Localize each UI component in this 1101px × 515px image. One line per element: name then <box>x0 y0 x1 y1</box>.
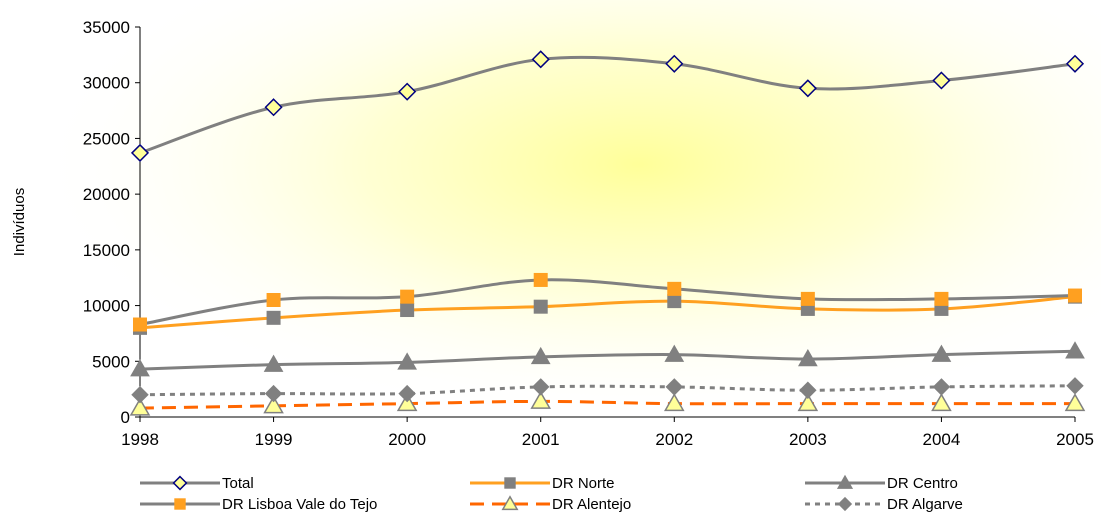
series-line <box>139 55 1076 155</box>
data-point <box>1064 393 1086 412</box>
y-tick-label: 0 <box>121 408 130 427</box>
data-point <box>667 294 682 309</box>
legend-marker <box>837 496 853 512</box>
data-point <box>129 397 151 416</box>
data-point <box>798 79 817 98</box>
legend-item: DR Lisboa Vale do Tejo <box>140 496 377 513</box>
series-line <box>139 278 1076 326</box>
data-point <box>1065 54 1085 73</box>
data-point <box>663 393 685 412</box>
data-point <box>1065 341 1085 359</box>
y-tick-label: 15000 <box>83 241 130 260</box>
data-point <box>797 393 819 412</box>
legend-item: DR Algarve <box>805 496 963 513</box>
data-point <box>667 281 682 296</box>
axes: 0 5000 10000 15000 20000 25000 30000 35000 1998 1… <box>83 18 1094 449</box>
legend-item: DR Alentejo <box>470 495 631 513</box>
data-point <box>931 344 952 362</box>
legend-item: DR Norte <box>470 475 615 492</box>
data-point <box>400 303 415 318</box>
data-point <box>665 54 684 73</box>
y-axis-title: Indivíduos <box>11 188 28 256</box>
series-5 <box>131 377 1084 404</box>
series-line <box>139 295 1076 330</box>
data-point <box>397 352 418 370</box>
legend-label: DR Alentejo <box>552 496 631 513</box>
x-tick-label: 2002 <box>655 430 693 449</box>
data-point <box>932 71 951 90</box>
x-tick-label: 2000 <box>388 430 426 449</box>
x-tick-label: 1999 <box>255 430 293 449</box>
y-tick-label: 35000 <box>83 18 130 37</box>
legend-marker <box>174 498 186 510</box>
data-point <box>264 384 283 403</box>
series-layer <box>129 50 1086 416</box>
x-tick-label: 1998 <box>121 430 159 449</box>
data-point <box>398 82 417 101</box>
data-point <box>133 317 147 332</box>
x-tick-label: 2004 <box>923 430 961 449</box>
legend-label: DR Centro <box>887 475 958 492</box>
data-point <box>931 393 952 412</box>
legend-label: Total <box>222 475 254 492</box>
legend-marker <box>836 474 854 489</box>
data-point <box>533 272 548 287</box>
legend: Total DR Norte DR Centro DR Lisboa Vale do … <box>140 474 963 513</box>
series-line <box>139 349 1076 371</box>
data-point <box>266 310 281 325</box>
data-point <box>1066 377 1084 395</box>
data-point <box>799 381 817 399</box>
legend-item: Total <box>140 475 254 492</box>
data-point <box>264 98 283 117</box>
series-0 <box>130 50 1085 162</box>
y-tick-label: 5000 <box>92 352 130 371</box>
data-point <box>131 386 149 404</box>
legend-item: DR Centro <box>805 474 958 492</box>
y-tick-label: 30000 <box>83 74 130 93</box>
legend-marker <box>172 475 188 491</box>
series-4 <box>129 390 1086 416</box>
data-point <box>664 344 685 362</box>
legend-marker <box>501 495 519 511</box>
data-point <box>934 291 949 306</box>
data-point <box>800 291 815 306</box>
data-point <box>665 378 683 396</box>
data-point <box>130 359 150 377</box>
y-tick-label: 20000 <box>83 185 130 204</box>
data-point <box>400 289 415 304</box>
data-point <box>532 378 550 396</box>
data-point <box>266 293 281 307</box>
data-point <box>263 354 284 372</box>
y-tick-label: 25000 <box>83 129 130 148</box>
series-2 <box>130 341 1085 377</box>
legend-label: DR Norte <box>552 475 615 492</box>
data-point <box>1068 288 1082 303</box>
data-point <box>797 349 818 367</box>
x-tick-label: 2003 <box>789 430 827 449</box>
data-point <box>932 378 951 396</box>
legend-marker <box>504 477 516 489</box>
data-point <box>533 299 548 314</box>
data-point <box>530 390 552 409</box>
plot-background <box>0 0 1101 470</box>
data-point <box>263 395 284 414</box>
data-point <box>130 143 150 162</box>
series-3 <box>133 272 1082 332</box>
x-tick-label: 2001 <box>522 430 560 449</box>
data-point <box>398 384 416 403</box>
x-tick-label: 2005 <box>1056 430 1094 449</box>
y-tick-label: 10000 <box>83 297 130 316</box>
data-point <box>531 50 550 69</box>
legend-label: DR Algarve <box>887 496 963 513</box>
data-point <box>396 393 418 412</box>
legend-label: DR Lisboa Vale do Tejo <box>222 496 377 513</box>
series-line <box>139 399 1075 410</box>
data-point <box>530 346 551 365</box>
